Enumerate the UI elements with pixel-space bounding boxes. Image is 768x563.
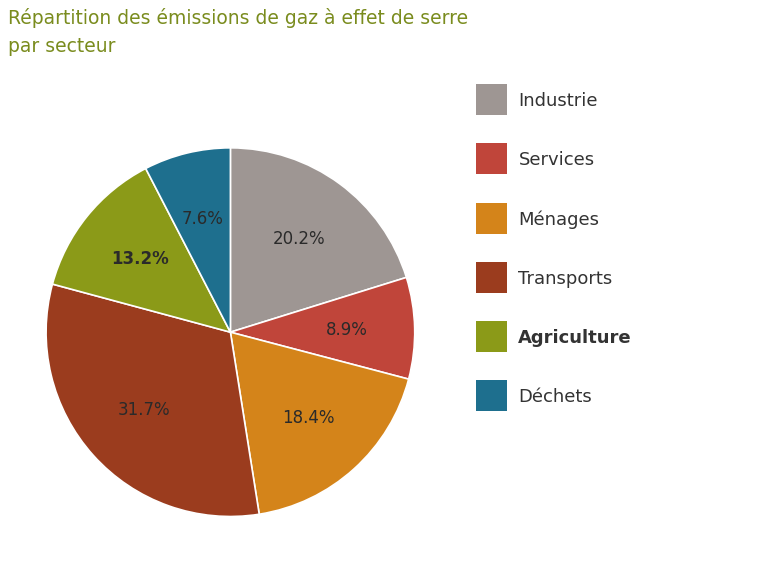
- Text: 7.6%: 7.6%: [182, 211, 224, 229]
- Text: 8.9%: 8.9%: [326, 320, 367, 338]
- Text: Déchets: Déchets: [518, 388, 592, 406]
- Text: Services: Services: [518, 151, 594, 169]
- Text: 18.4%: 18.4%: [282, 409, 335, 427]
- Wedge shape: [46, 284, 260, 516]
- Wedge shape: [230, 148, 406, 332]
- Text: 20.2%: 20.2%: [273, 230, 326, 248]
- Text: Transports: Transports: [518, 270, 613, 288]
- Text: 31.7%: 31.7%: [118, 401, 170, 419]
- Wedge shape: [52, 168, 230, 332]
- Wedge shape: [230, 332, 409, 514]
- Text: Agriculture: Agriculture: [518, 329, 632, 347]
- Text: Ménages: Ménages: [518, 211, 599, 229]
- Wedge shape: [146, 148, 230, 332]
- Wedge shape: [230, 278, 415, 379]
- Text: Répartition des émissions de gaz à effet de serre: Répartition des émissions de gaz à effet…: [8, 8, 468, 29]
- Text: par secteur: par secteur: [8, 37, 115, 56]
- Text: 13.2%: 13.2%: [111, 251, 169, 269]
- Text: Industrie: Industrie: [518, 92, 598, 110]
